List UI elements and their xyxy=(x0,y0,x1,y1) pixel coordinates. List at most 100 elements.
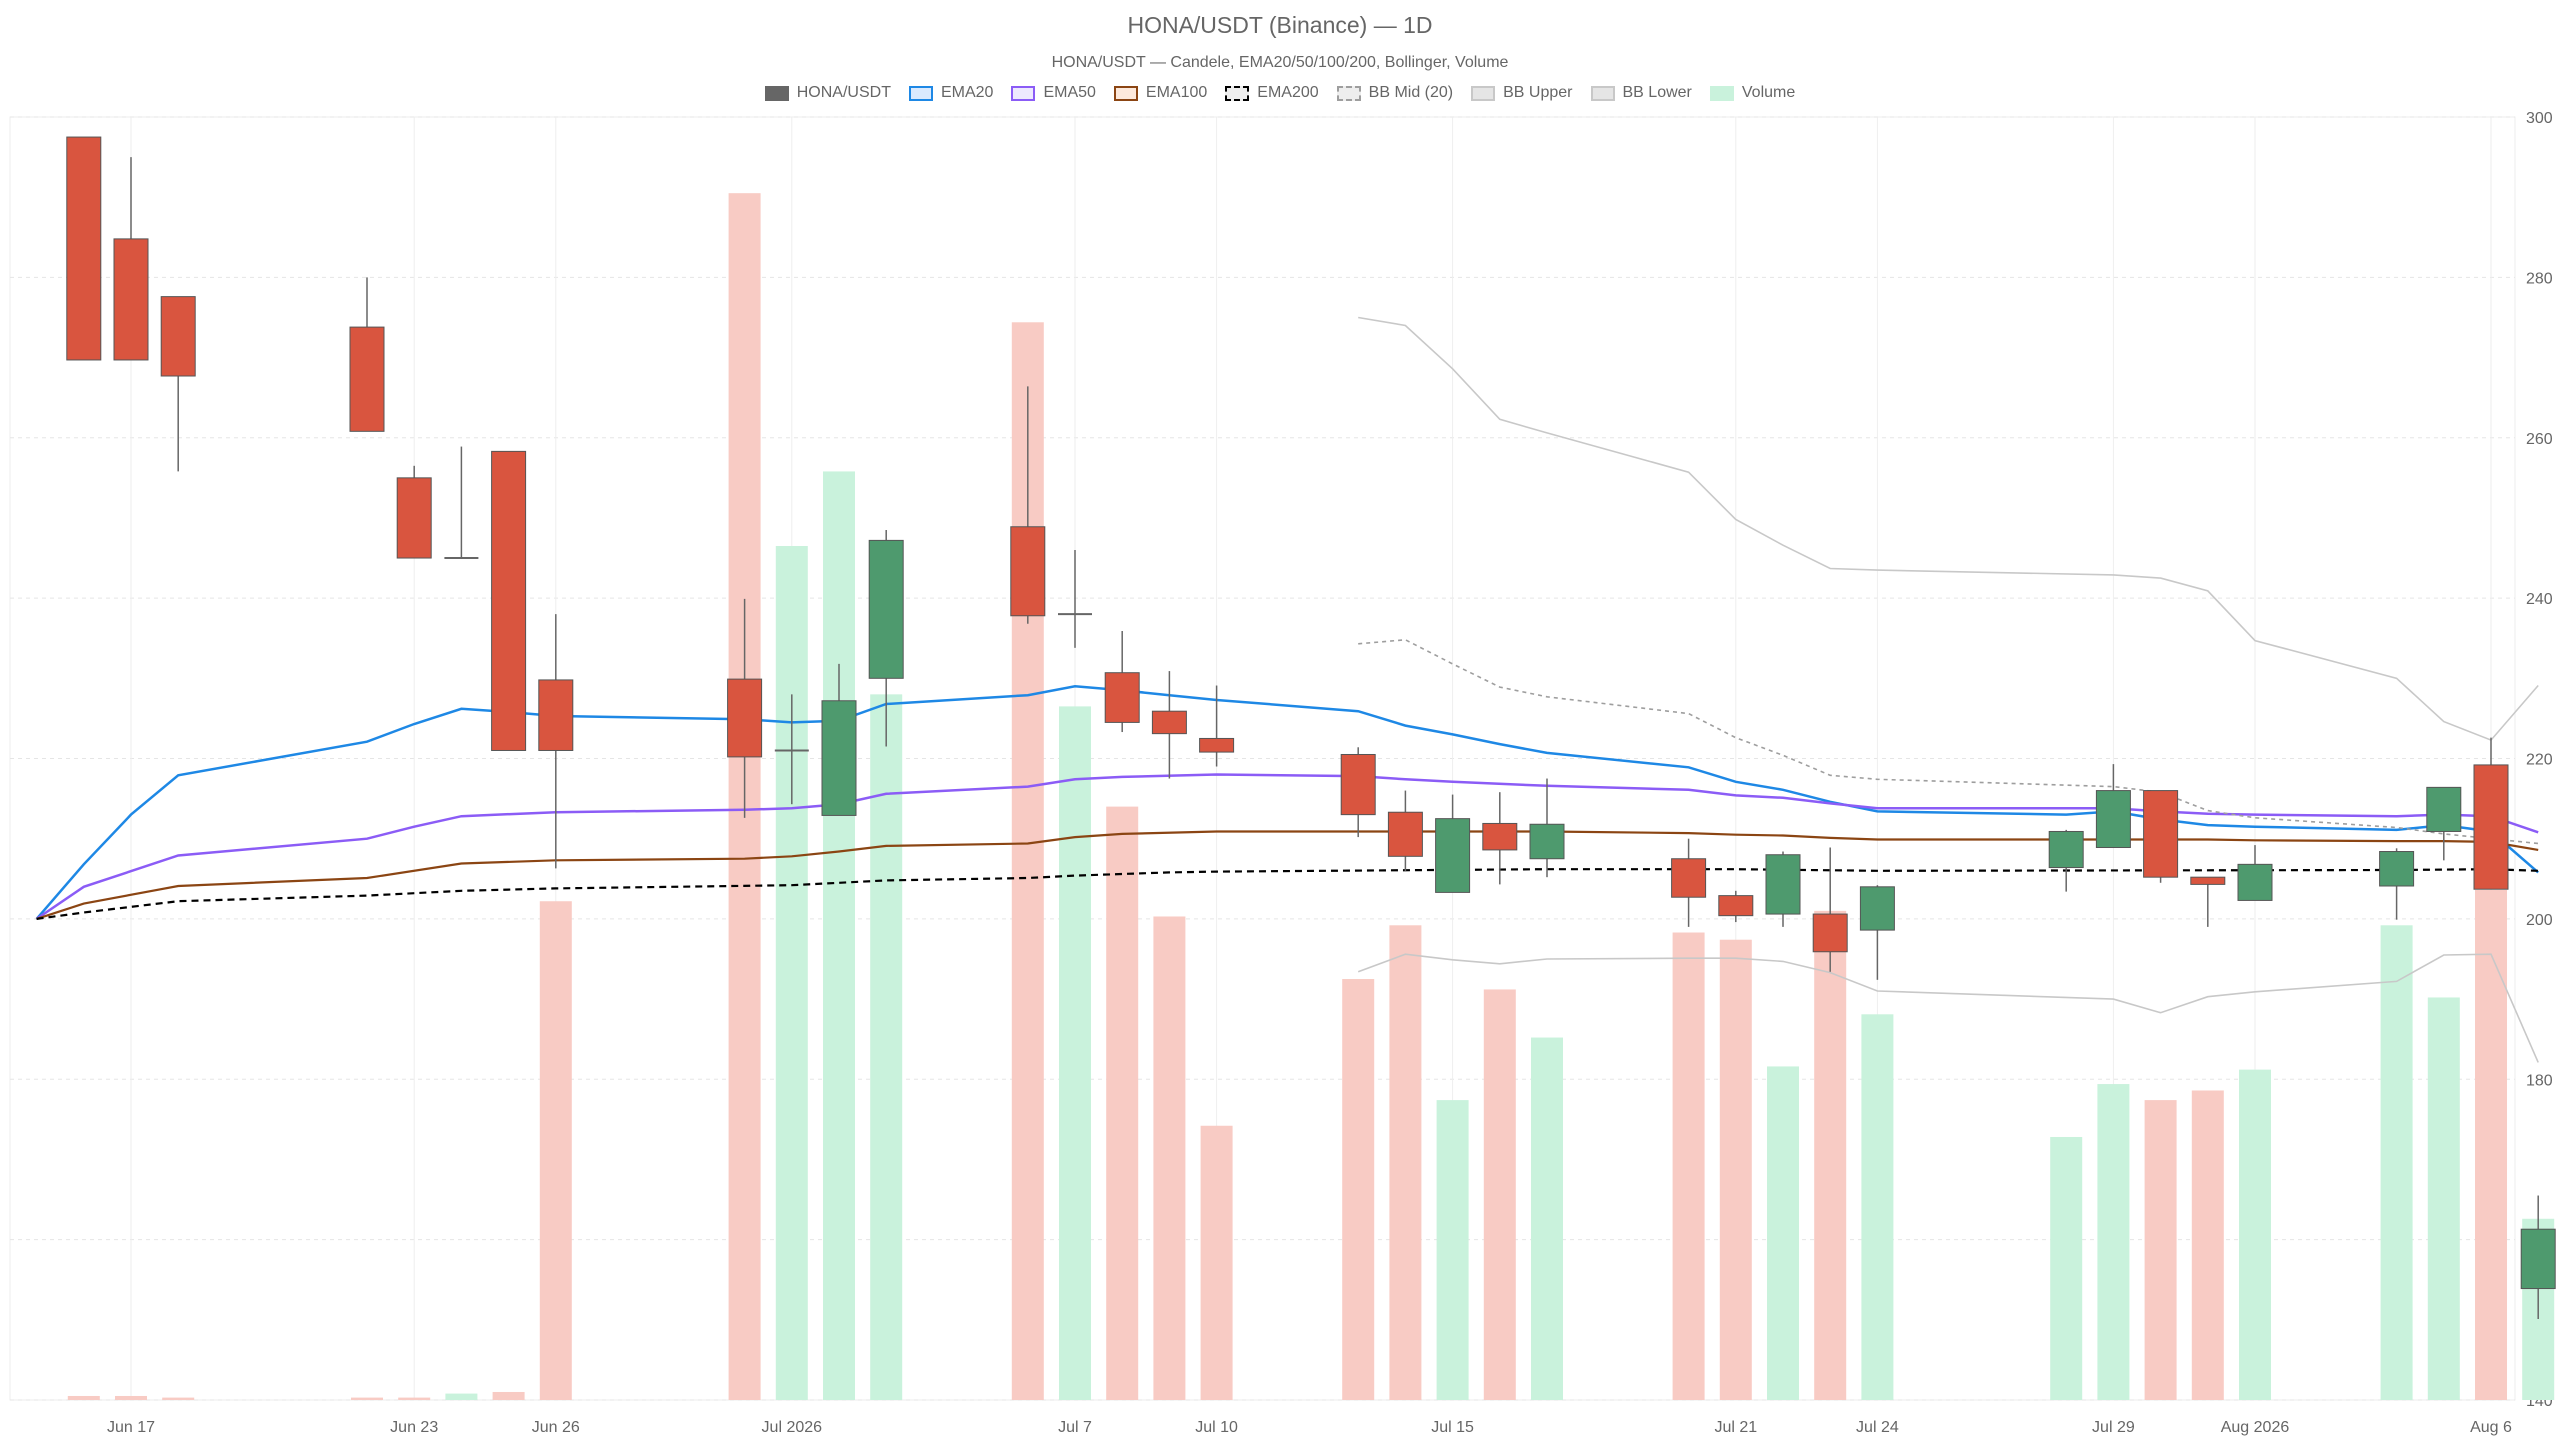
volume-bar xyxy=(1106,806,1139,1400)
chart-subtitle: HONA/USDT — Candele, EMA20/50/100/200, B… xyxy=(1051,54,1509,71)
candle-body xyxy=(66,136,102,361)
x-tick-label: Aug 6 xyxy=(2470,1419,2512,1436)
candle-body xyxy=(1199,737,1235,753)
y-tick-label: 300 xyxy=(2526,110,2553,127)
legend-label: BB Upper xyxy=(1503,84,1573,101)
candle-body xyxy=(1340,753,1376,816)
volume-bar xyxy=(1153,916,1186,1400)
y-tick-label: 240 xyxy=(2526,591,2553,608)
legend-item-ema50[interactable]: EMA50 xyxy=(1011,84,1096,102)
legend-swatch xyxy=(1225,85,1250,101)
volume-bar xyxy=(2475,890,2507,1400)
volume-bar xyxy=(1389,925,1422,1400)
legend-swatch xyxy=(1113,85,1138,101)
volume-bar xyxy=(1200,1125,1233,1400)
legend-item-bb-lower[interactable]: BB Lower xyxy=(1590,84,1692,102)
legend-label: Volume xyxy=(1741,84,1796,101)
volume-bar xyxy=(115,1395,147,1400)
candle-body xyxy=(868,539,904,679)
legend-swatch xyxy=(1471,85,1496,101)
y-tick-label: 280 xyxy=(2526,270,2553,287)
x-tick-label: Jul 21 xyxy=(1714,1419,1757,1436)
volume-bar xyxy=(775,546,808,1400)
legend-label: BB Lower xyxy=(1622,84,1692,101)
candle-body xyxy=(1151,710,1187,735)
candle-body xyxy=(2520,1228,2556,1290)
x-tick-label: Jul 29 xyxy=(2092,1419,2135,1436)
line-ema200 xyxy=(36,868,2539,920)
legend-swatch xyxy=(764,85,789,101)
volume-bar xyxy=(2097,1084,2130,1400)
candle-body xyxy=(1812,913,1848,953)
y-tick-label: 260 xyxy=(2526,431,2553,448)
x-tick-label: Jun 26 xyxy=(532,1419,580,1436)
volume-bar xyxy=(1059,706,1091,1400)
line-ema100 xyxy=(36,830,2539,920)
volume-bar xyxy=(1483,989,1516,1400)
line-bb-mid-20 xyxy=(1358,638,2539,845)
legend-item-ema100[interactable]: EMA100 xyxy=(1113,84,1207,102)
volume-bar xyxy=(1814,910,1847,1400)
candle-body xyxy=(1010,526,1046,617)
x-tick-label: Jul 24 xyxy=(1856,1419,1899,1436)
x-tick-label: Jul 2026 xyxy=(762,1419,823,1436)
legend-item-volume[interactable]: Volume xyxy=(1709,84,1796,102)
x-tick-label: Jun 17 xyxy=(107,1419,155,1436)
volume-bar xyxy=(2380,925,2413,1400)
volume-bar xyxy=(2050,1136,2083,1400)
candle-body xyxy=(2143,790,2179,878)
volume-bar xyxy=(398,1397,431,1400)
volume-bar xyxy=(1672,932,1705,1400)
legend-label: EMA20 xyxy=(940,84,994,101)
candle-body xyxy=(2473,764,2509,890)
legend-swatch xyxy=(1709,85,1734,101)
candle-body xyxy=(1671,858,1707,898)
candle-body xyxy=(2048,830,2084,869)
line-bb-lower xyxy=(1357,953,2539,1063)
legend-item-ema20[interactable]: EMA20 xyxy=(908,84,994,102)
x-tick-label: Jul 10 xyxy=(1195,1419,1238,1436)
legend-item-bb-upper[interactable]: BB Upper xyxy=(1471,84,1573,102)
candle-body xyxy=(491,450,527,751)
x-tick-label: Jul 15 xyxy=(1431,1419,1474,1436)
legend-swatch xyxy=(1590,85,1615,101)
candle-body xyxy=(1482,822,1518,851)
legend-label: EMA50 xyxy=(1043,84,1096,101)
candle-body xyxy=(821,700,857,816)
candle-body xyxy=(2237,863,2273,901)
volume-bar xyxy=(445,1393,478,1400)
volume-bar xyxy=(823,471,855,1401)
legend-swatch xyxy=(908,85,933,101)
volume-bar xyxy=(870,694,903,1400)
x-tick-label: Aug 2026 xyxy=(2221,1419,2290,1436)
candle-body xyxy=(113,238,149,361)
line-bb-upper xyxy=(1358,316,2539,742)
y-tick-label: 180 xyxy=(2526,1072,2553,1089)
candle-body xyxy=(1859,886,1895,931)
legend-label: BB Mid (20) xyxy=(1368,84,1454,101)
legend-swatch xyxy=(1336,85,1361,101)
candle-body xyxy=(2095,790,2131,849)
candle-body xyxy=(2190,876,2226,885)
candle-body xyxy=(349,326,385,432)
legend-swatch xyxy=(1011,85,1036,101)
legend-label: EMA200 xyxy=(1257,84,1319,101)
volume-bar xyxy=(1531,1037,1563,1400)
volume-bar xyxy=(1767,1066,1799,1400)
candle-body xyxy=(1435,818,1471,893)
chart-title: HONA/USDT (Binance) — 1D xyxy=(1127,12,1433,38)
legend-item-ema200[interactable]: EMA200 xyxy=(1225,84,1319,102)
candle-body xyxy=(2379,851,2415,887)
volume-bar xyxy=(67,1395,100,1400)
legend-item-bb-mid-20[interactable]: BB Mid (20) xyxy=(1336,84,1454,102)
candle-body xyxy=(396,477,432,559)
legend-label: HONA/USDT xyxy=(796,84,891,101)
candle-body xyxy=(1529,823,1565,860)
volume-bar xyxy=(162,1397,195,1400)
legend-item-hona-usdt[interactable]: HONA/USDT xyxy=(764,84,891,102)
volume-bar xyxy=(351,1397,383,1400)
volume-bar xyxy=(1719,939,1752,1400)
volume-bar xyxy=(539,901,572,1400)
x-tick-label: Jul 7 xyxy=(1058,1419,1092,1436)
